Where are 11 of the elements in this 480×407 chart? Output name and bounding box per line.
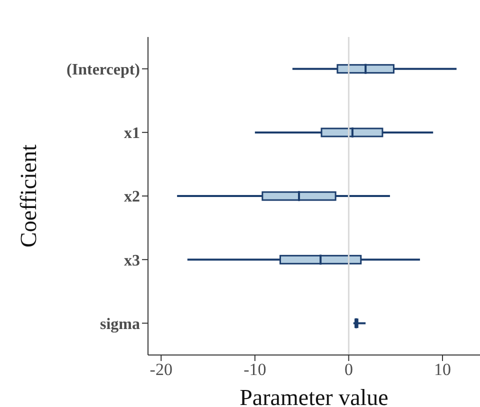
x-tick-label: -20: [150, 360, 172, 380]
y-tick-label: (Intercept): [66, 61, 140, 78]
x-tick-label: -10: [244, 360, 266, 380]
y-tick-label: sigma: [100, 316, 140, 333]
y-axis-title: Coefficient: [16, 144, 42, 248]
y-tick-label: x1: [124, 125, 140, 142]
x-tick-label: 0: [344, 360, 353, 380]
x-tick-label: 10: [434, 360, 451, 380]
x-axis-title: Parameter value: [240, 385, 388, 407]
y-tick-label: x2: [124, 188, 140, 206]
y-tick-label: x3: [124, 252, 140, 270]
